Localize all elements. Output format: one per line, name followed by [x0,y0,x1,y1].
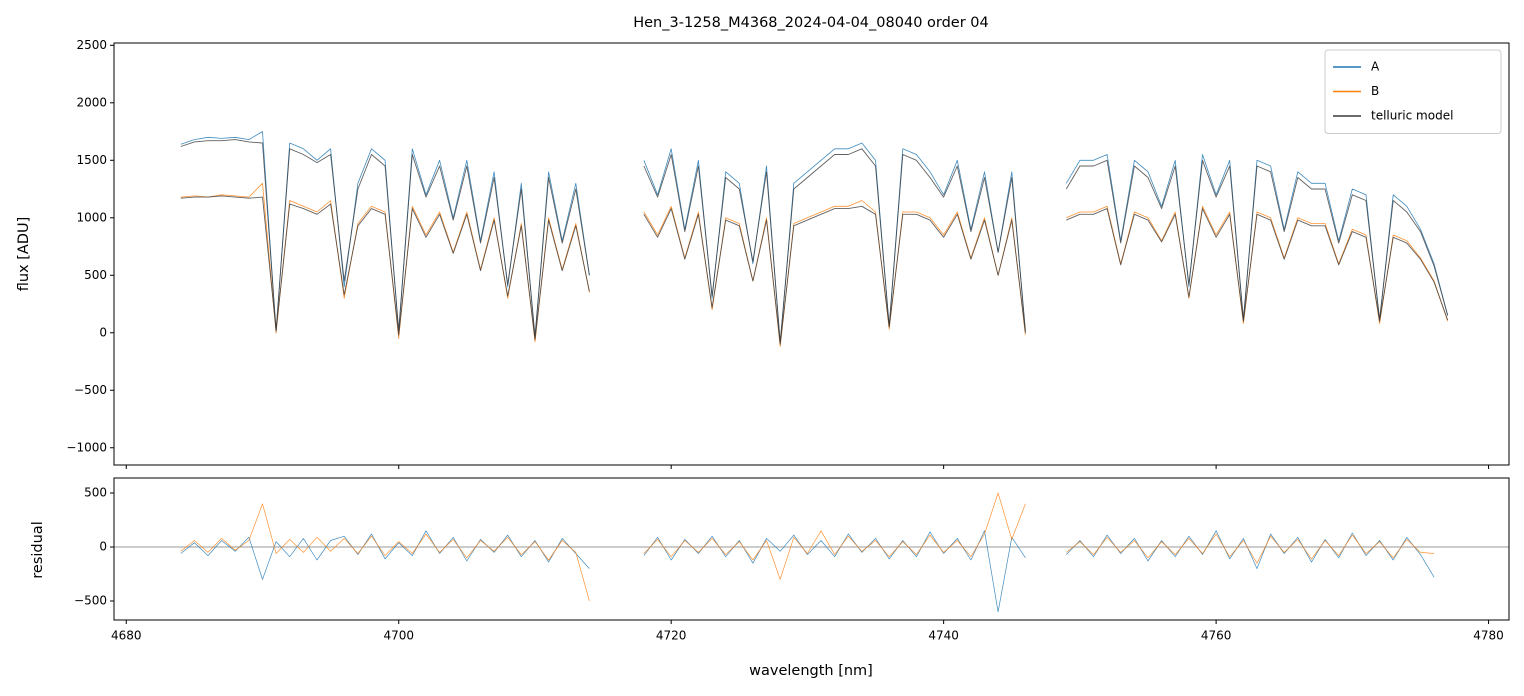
legend-label: A [1371,60,1380,74]
y-tick-label: 500 [84,268,107,282]
y-axis-label: flux [ADU] [16,217,32,292]
y-axis-label: residual [30,521,46,578]
x-tick-label: 4680 [111,629,142,643]
x-tick-label: 4760 [1201,629,1232,643]
y-tick-label: −500 [74,593,107,607]
axes-frame [113,477,1510,621]
y-tick-label: 0 [99,325,107,339]
legend-box [1324,49,1502,134]
y-tick-label: 500 [84,486,107,500]
y-tick-label: −1000 [66,440,107,454]
x-tick-label: 4700 [383,629,414,643]
y-tick-label: 2500 [76,38,107,52]
chart-title: Hen_3-1258_M4368_2024-04-04_08040 order … [633,15,989,31]
axes-frame [113,42,1510,466]
data-line [180,492,1435,602]
data-line [180,195,1449,345]
legend-label: B [1371,84,1379,98]
y-tick-label: 1000 [76,210,107,224]
x-tick-label: 4740 [928,629,959,643]
y-tick-label: 0 [99,540,107,554]
y-tick-label: −500 [74,383,107,397]
y-tick-label: 1500 [76,153,107,167]
x-tick-label: 4720 [656,629,687,643]
x-axis-label: wavelength [nm] [749,663,873,679]
data-line [180,139,1449,343]
legend-label: telluric model [1371,109,1453,123]
y-tick-label: 2000 [76,95,107,109]
x-tick-label: 4780 [1473,629,1504,643]
